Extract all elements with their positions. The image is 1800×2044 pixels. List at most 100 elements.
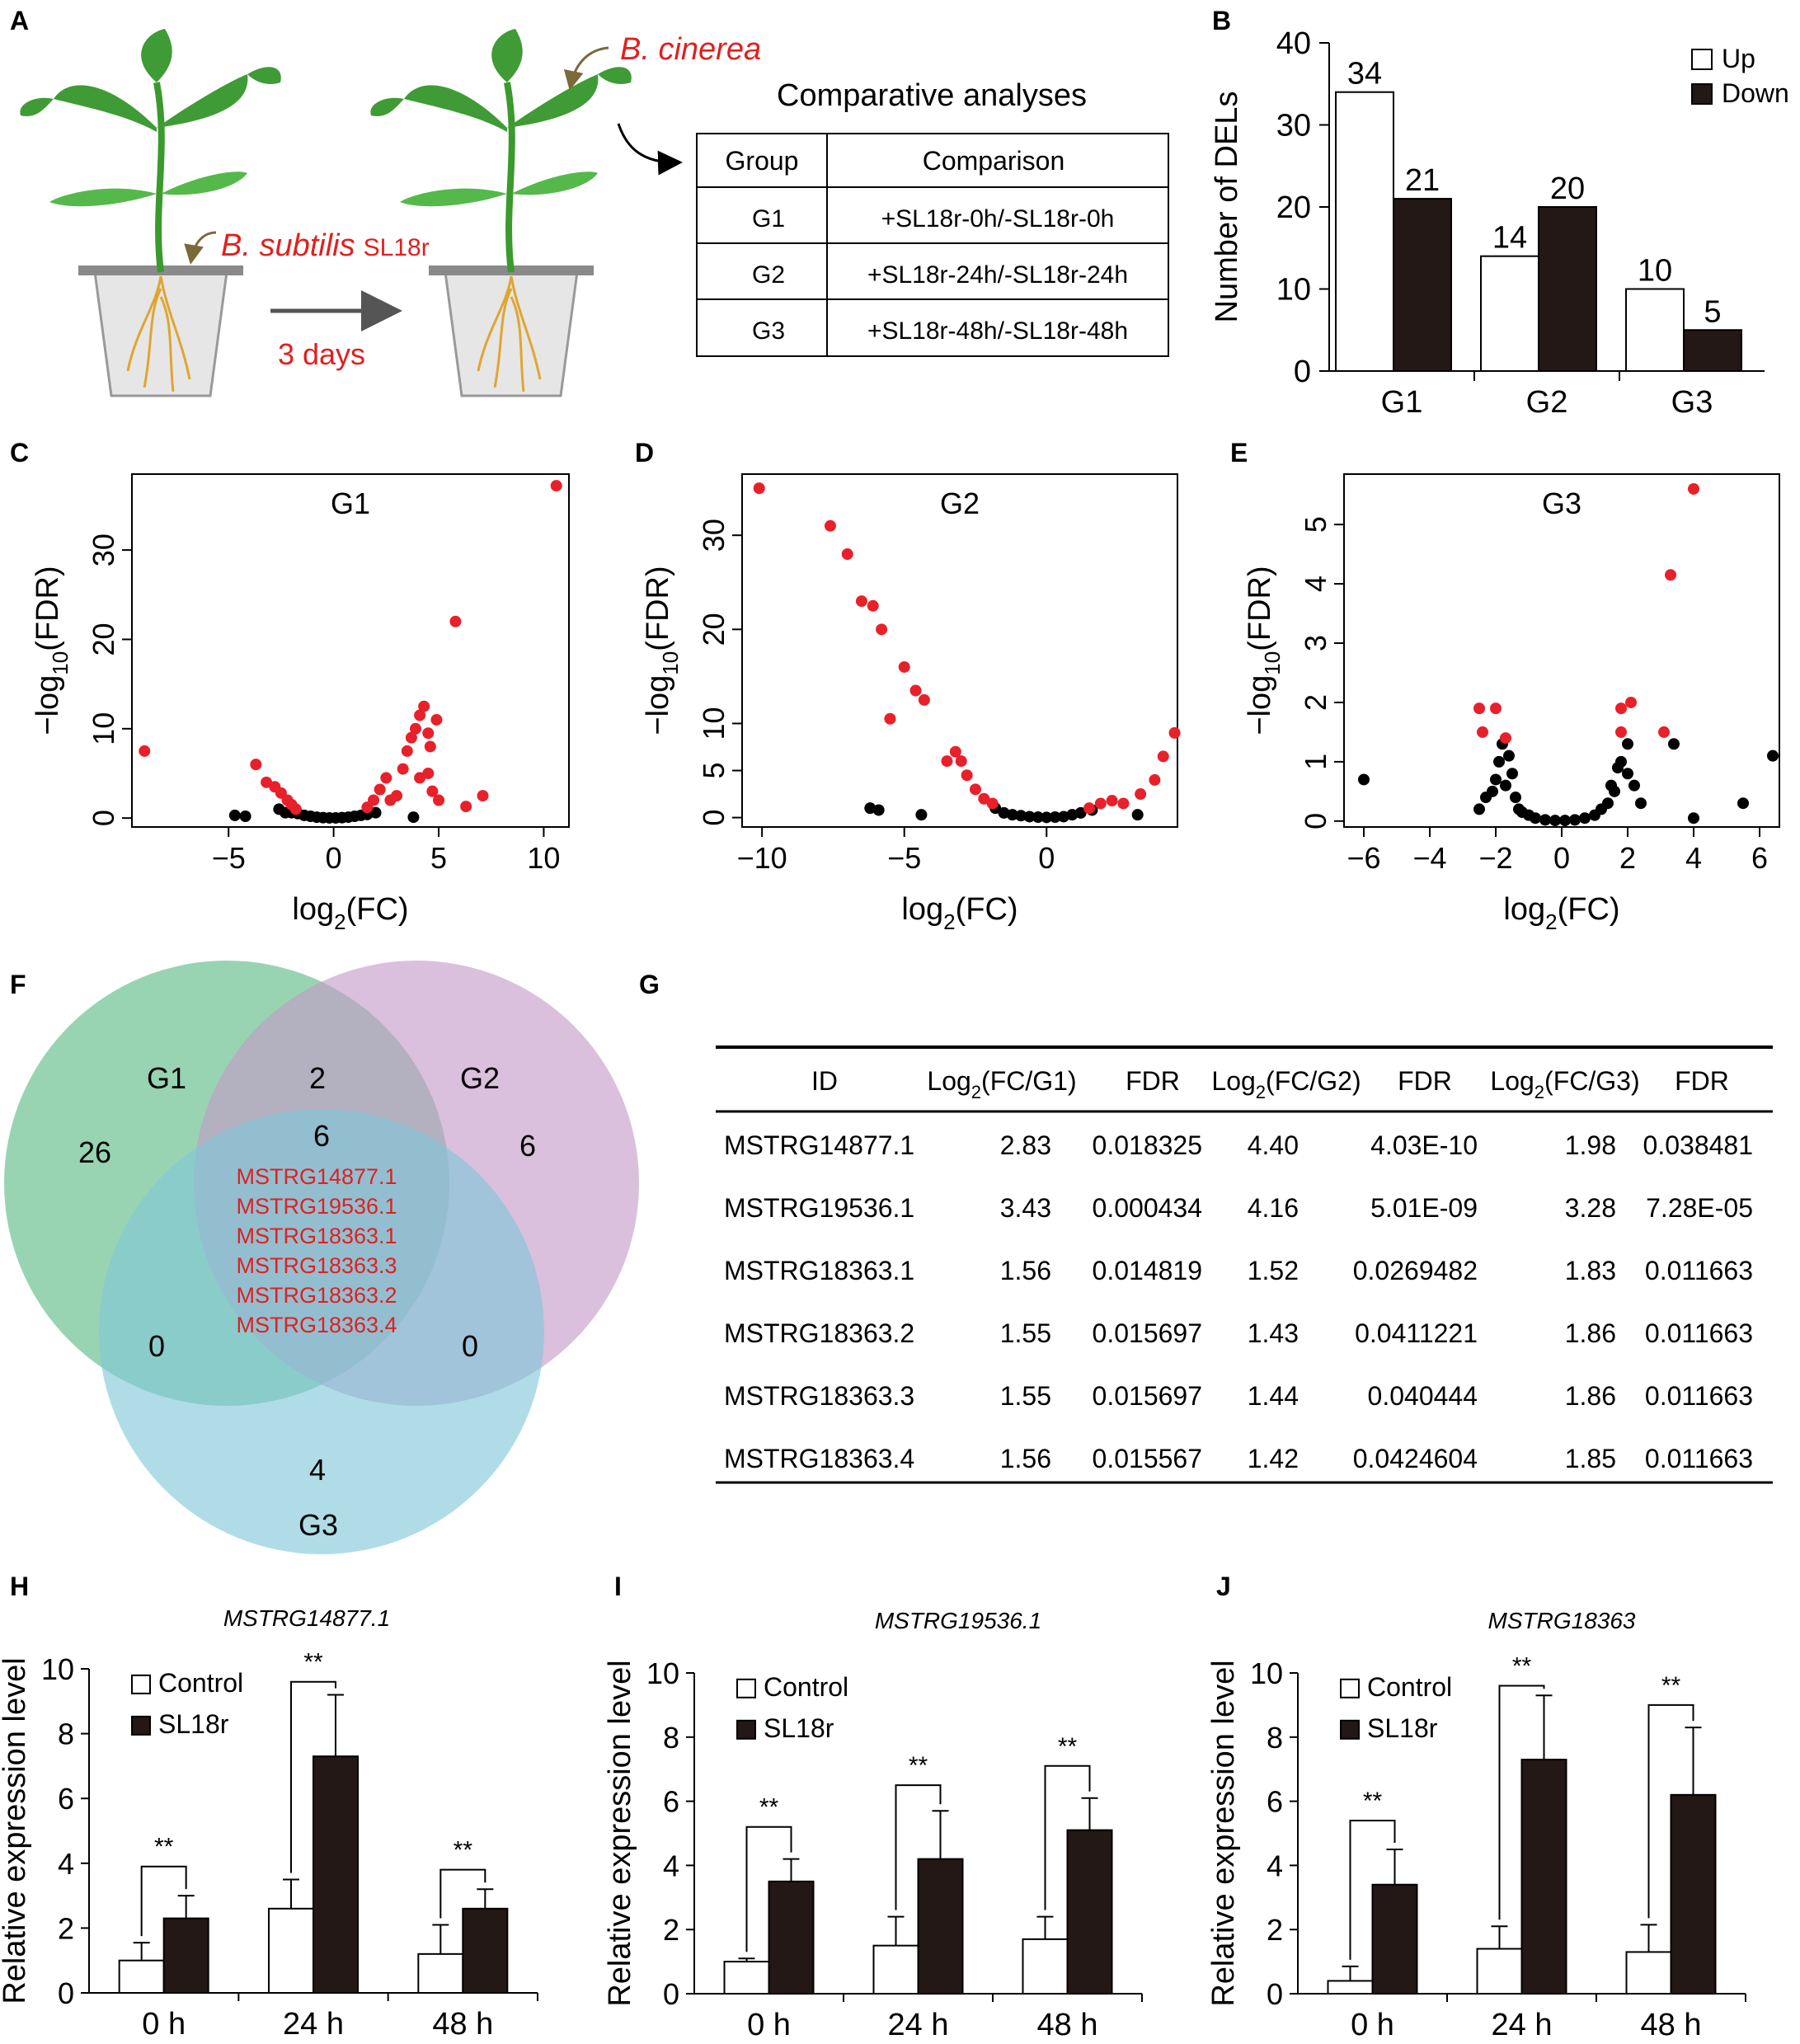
venn-gene: MSTRG14877.1 bbox=[236, 1164, 397, 1189]
y-axis-label: Relative expression level bbox=[1206, 1660, 1241, 2006]
point-nonsignificant bbox=[229, 810, 241, 821]
legend-label: Control bbox=[764, 1672, 848, 1702]
significance-marker: ** bbox=[759, 1794, 779, 1821]
point-nonsignificant bbox=[1579, 812, 1591, 824]
table-header-cell: ID bbox=[811, 1066, 838, 1096]
bar-down bbox=[1539, 207, 1596, 371]
header-subscript: 2 bbox=[1534, 1082, 1544, 1102]
x-tick-label: 48 h bbox=[1641, 2008, 1702, 2042]
panel-label-i: I bbox=[614, 1572, 622, 1601]
point-significant bbox=[368, 794, 379, 806]
point-significant bbox=[477, 790, 489, 801]
treatment-label: B. subtilis SL18r bbox=[221, 228, 430, 263]
venn-set-label-g1: G1 bbox=[147, 1061, 186, 1095]
header-text: Log bbox=[1490, 1066, 1534, 1096]
y-tick-label: 10 bbox=[1250, 1656, 1283, 1690]
table-value-cell: 1.56 bbox=[1000, 1444, 1051, 1473]
comparison-cell: +SL18r-48h/-SL18r-48h bbox=[867, 317, 1128, 345]
table-value-cell: 0.040444 bbox=[1368, 1381, 1478, 1411]
table-value-cell: 1.52 bbox=[1248, 1256, 1299, 1285]
y-tick-label: 4 bbox=[663, 1849, 679, 1882]
point-significant bbox=[884, 713, 895, 725]
table-id-cell: MSTRG19536.1 bbox=[724, 1193, 914, 1223]
y-tick-label: 4 bbox=[1299, 576, 1332, 592]
x-tick-label: 24 h bbox=[283, 2007, 344, 2042]
treatment-arrow bbox=[191, 233, 216, 260]
y-axis-label-text: −log bbox=[31, 675, 65, 735]
panel-i-bar-chart: 02468100 h**24 h**48 h**ControlSL18rRela… bbox=[603, 1656, 1142, 2042]
point-significant bbox=[380, 772, 392, 783]
table-value-cell: 1.42 bbox=[1248, 1444, 1299, 1473]
panel-d-volcano: G2−10 −5 005102030log2(FC)−log10(FDR) bbox=[641, 474, 1181, 934]
point-significant bbox=[425, 740, 436, 752]
bar-sl18r bbox=[1068, 1830, 1112, 1994]
table-header-cell: Log2(FC/G3) bbox=[1490, 1066, 1639, 1102]
panel-h-bar-chart: 0 2 4 6 8 10 0 h ** 24 h ** 48 h ** Control SL18r Rela… bbox=[0, 1649, 538, 2042]
point-significant bbox=[460, 801, 472, 812]
bar-down bbox=[1393, 199, 1451, 371]
y-tick-label: 8 bbox=[58, 1717, 74, 1751]
bar-up bbox=[1626, 289, 1684, 372]
x-axis-label-text: log bbox=[1503, 892, 1545, 927]
table-value-cell: 0.0424604 bbox=[1353, 1444, 1478, 1473]
table-value-cell: 0.014819 bbox=[1093, 1256, 1202, 1285]
point-significant bbox=[899, 661, 910, 673]
point-nonsignificant bbox=[873, 804, 885, 815]
venn-set-label-g3: G3 bbox=[298, 1508, 338, 1542]
y-axis-label-subscript: 10 bbox=[658, 651, 683, 675]
y-axis-label-subscript: 10 bbox=[48, 651, 73, 675]
point-significant bbox=[1625, 697, 1637, 708]
x-tick-label: 0 h bbox=[142, 2007, 186, 2042]
point-significant bbox=[1688, 483, 1699, 495]
point-nonsignificant bbox=[1569, 814, 1581, 825]
y-tick-label: 5 bbox=[697, 763, 731, 779]
comparison-cell: +SL18r-0h/-SL18r-0h bbox=[881, 205, 1115, 233]
point-nonsignificant bbox=[1358, 773, 1370, 785]
venn-set-label-g2: G2 bbox=[460, 1061, 500, 1095]
analysis-arrow bbox=[618, 124, 678, 162]
point-significant bbox=[856, 595, 867, 607]
y-axis-label-text: (FDR) bbox=[31, 566, 65, 651]
table-id-cell: MSTRG18363.4 bbox=[724, 1444, 914, 1473]
x-axis-label-text: (FC) bbox=[956, 892, 1018, 927]
y-tick-label: 3 bbox=[1299, 635, 1332, 651]
table-value-cell: 0.015697 bbox=[1093, 1318, 1202, 1348]
venn-gene: MSTRG18363.1 bbox=[236, 1224, 397, 1248]
x-tick-label: −2 bbox=[1478, 841, 1512, 875]
point-significant bbox=[754, 482, 765, 494]
table-id-cell: MSTRG18363.1 bbox=[724, 1256, 914, 1285]
bar-sl18r bbox=[769, 1882, 814, 1994]
y-tick-label: 2 bbox=[58, 1911, 74, 1945]
y-tick-label: 0 bbox=[58, 1976, 74, 2010]
point-significant bbox=[1149, 774, 1160, 786]
point-significant bbox=[139, 745, 150, 757]
bar-up bbox=[1481, 256, 1539, 371]
bar-value-label: 5 bbox=[1704, 294, 1721, 329]
table-header-cell: Log2(FC/G1) bbox=[927, 1066, 1076, 1102]
point-significant bbox=[1490, 702, 1502, 714]
point-significant bbox=[374, 783, 386, 795]
point-significant bbox=[397, 764, 409, 775]
point-nonsignificant bbox=[407, 811, 419, 823]
bar-sl18r bbox=[164, 1919, 209, 1993]
header-text: (FC/G2) bbox=[1266, 1066, 1361, 1096]
table-value-cell: 4.16 bbox=[1248, 1193, 1299, 1223]
y-tick-label: 10 bbox=[87, 712, 120, 745]
panel-label-f: F bbox=[10, 970, 26, 999]
point-significant bbox=[1169, 727, 1181, 739]
bar-sl18r bbox=[313, 1756, 358, 1993]
table-value-cell: 1.55 bbox=[1000, 1318, 1051, 1348]
y-axis-label: Relative expression level bbox=[0, 1657, 32, 2004]
bar-value-label: 10 bbox=[1638, 254, 1672, 289]
legend-swatch bbox=[132, 1675, 150, 1694]
point-nonsignificant bbox=[1487, 786, 1498, 797]
x-tick-label: −4 bbox=[1412, 841, 1446, 875]
pathogen-label: B. cinerea bbox=[620, 32, 761, 67]
x-tick-label: 5 bbox=[430, 841, 447, 875]
point-significant bbox=[418, 701, 430, 712]
point-significant bbox=[414, 772, 425, 783]
y-tick-label: 6 bbox=[58, 1782, 74, 1816]
legend-label: SL18r bbox=[764, 1713, 834, 1743]
point-significant bbox=[1658, 726, 1670, 738]
significance-marker: ** bbox=[154, 1834, 174, 1861]
